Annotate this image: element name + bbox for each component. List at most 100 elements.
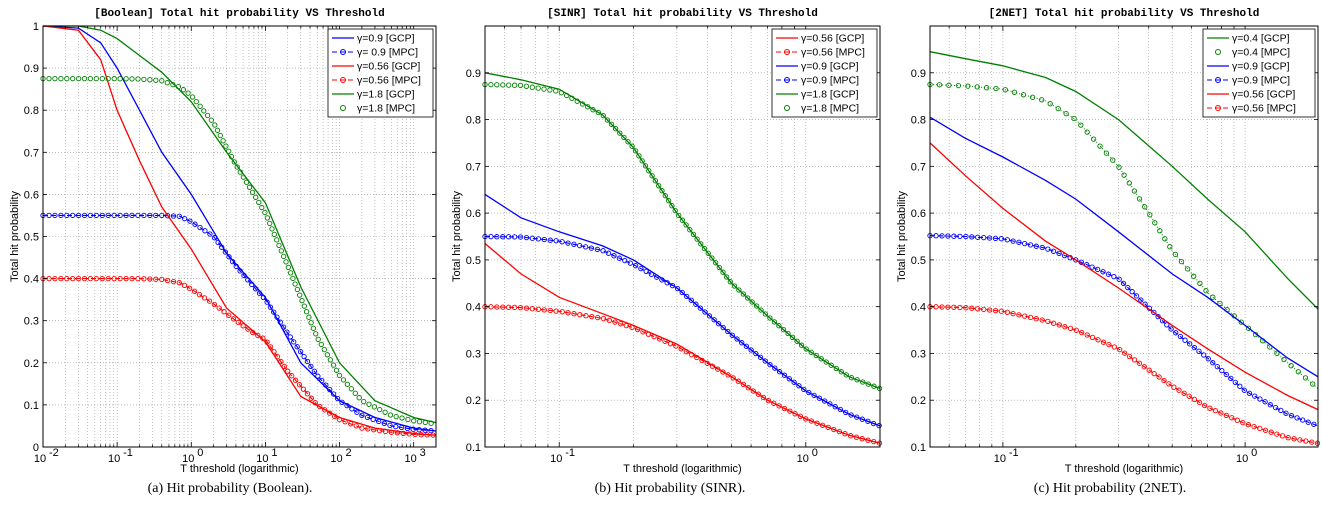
- data-point: [322, 407, 328, 413]
- legend-label: γ=0.4 [MPC]: [1232, 47, 1290, 59]
- data-point: [1257, 396, 1263, 402]
- x-axis-2net: 10 -1 10 0: [929, 26, 1319, 465]
- y-axis-label-boolean: Total hit probability: [9, 190, 21, 282]
- series-line: [43, 25, 437, 424]
- data-point: [211, 235, 218, 241]
- data-point: [494, 82, 500, 88]
- data-point: [228, 153, 235, 160]
- data-point: [376, 418, 382, 425]
- data-point: [606, 317, 612, 324]
- data-point: [191, 288, 198, 294]
- data-point: [264, 299, 270, 305]
- data-point: [249, 281, 255, 288]
- data-point: [1218, 410, 1224, 416]
- subplot-2net: 0.10.20.30.40.50.60.70.80.910 -1 10 0[2NET]…: [896, 8, 1321, 496]
- caption-boolean: (a) Hit probability (Boolean).: [148, 481, 313, 496]
- data-point: [791, 379, 797, 385]
- data-point: [274, 353, 281, 360]
- data-point: [111, 212, 117, 219]
- data-point: [260, 294, 267, 301]
- data-point: [565, 310, 571, 316]
- data-point: [1100, 269, 1106, 275]
- data-point: [241, 272, 247, 279]
- data-point: [827, 401, 833, 407]
- data-point: [1232, 379, 1238, 386]
- data-point: [1181, 390, 1187, 396]
- data-point: [1297, 437, 1303, 443]
- legend-label: γ=0.9 [GCP]: [1232, 61, 1290, 73]
- data-point: [993, 85, 999, 92]
- x-tick-label: 10 3: [405, 447, 426, 465]
- series-sinr-0: [484, 243, 881, 444]
- data-point: [933, 233, 939, 239]
- data-point: [1302, 375, 1309, 381]
- data-point: [216, 305, 222, 311]
- x-tick-exponent: -2: [49, 447, 59, 459]
- data-point: [760, 394, 767, 401]
- x-tick-label: 10 2: [330, 447, 351, 465]
- data-point: [1241, 387, 1247, 393]
- data-point: [694, 236, 700, 242]
- data-point: [569, 95, 575, 101]
- data-point: [159, 212, 165, 219]
- data-point: [753, 303, 760, 309]
- data-point: [813, 352, 819, 359]
- series-line: [929, 116, 1319, 378]
- data-point: [253, 194, 259, 200]
- data-point: [740, 291, 746, 297]
- y-axis-sinr: 0.1 0.2 0.3 0.4 0.5 0.6 0.7 0.8 0.9: [466, 68, 880, 454]
- data-point: [803, 346, 809, 352]
- data-point: [981, 306, 987, 313]
- data-point: [159, 276, 165, 283]
- data-point: [129, 275, 135, 282]
- data-point: [204, 112, 211, 119]
- data-point: [632, 148, 639, 154]
- data-point: [643, 268, 649, 275]
- data-point: [697, 305, 704, 311]
- data-point: [617, 130, 623, 136]
- data-point: [311, 368, 318, 374]
- data-point: [406, 431, 412, 437]
- data-point: [975, 306, 981, 312]
- data-point: [955, 82, 962, 89]
- data-point: [1219, 367, 1225, 374]
- data-point: [52, 75, 58, 82]
- y-tick-label: 0.7: [466, 161, 481, 173]
- y-tick-label: 0.4: [24, 274, 39, 286]
- data-point: [965, 83, 971, 89]
- data-point: [693, 301, 699, 307]
- data-point: [364, 414, 371, 421]
- data-point: [745, 295, 751, 301]
- data-point: [284, 329, 290, 335]
- legend-marker: [340, 77, 346, 83]
- legend-marker: [784, 49, 790, 55]
- data-point: [348, 421, 354, 427]
- data-point: [312, 400, 318, 406]
- data-point: [723, 274, 730, 280]
- data-point: [1268, 429, 1274, 435]
- data-point: [832, 404, 838, 410]
- data-point: [159, 78, 165, 84]
- legend-label: γ=0.9 [MPC]: [801, 75, 859, 87]
- data-point: [294, 344, 300, 350]
- data-point: [645, 331, 652, 337]
- data-point: [1164, 322, 1170, 328]
- data-point: [945, 304, 951, 310]
- data-point: [600, 248, 606, 254]
- data-point: [500, 304, 506, 310]
- data-point: [1182, 337, 1188, 343]
- data-point: [208, 117, 215, 123]
- data-point: [1294, 415, 1300, 421]
- data-point: [494, 234, 500, 240]
- data-point: [629, 143, 635, 149]
- data-point: [688, 351, 695, 358]
- data-point: [245, 326, 251, 332]
- data-point: [762, 311, 769, 317]
- legend-item: γ=0.56 [MPC]: [1207, 103, 1296, 115]
- x-tick-label: 10 -1: [550, 447, 575, 465]
- data-point: [772, 365, 778, 371]
- data-point: [129, 212, 135, 219]
- data-point: [412, 431, 418, 438]
- data-point: [871, 438, 877, 445]
